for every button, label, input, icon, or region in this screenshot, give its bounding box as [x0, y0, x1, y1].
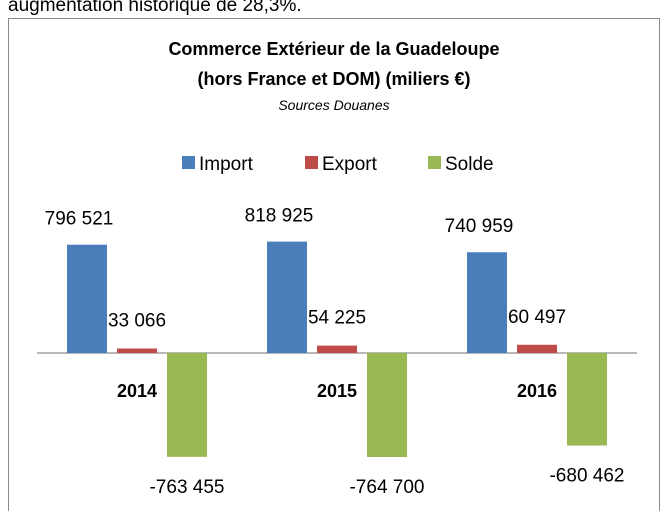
bar: [317, 345, 357, 353]
bar: [167, 353, 207, 457]
legend-label: Solde: [445, 154, 494, 175]
chart-title: (hors France et DOM) (miliers €): [197, 69, 470, 89]
data-label: 740 959: [445, 216, 514, 237]
data-label: 54 225: [308, 308, 366, 329]
bar: [117, 348, 157, 353]
page-text: augmentation historique de 28,3%.: [8, 0, 302, 16]
x-tick-label: 2016: [517, 381, 557, 401]
bar: [517, 344, 557, 353]
legend-label: Import: [199, 154, 254, 175]
bar: [67, 244, 107, 353]
bar: [567, 353, 607, 446]
data-label: 33 066: [108, 311, 166, 332]
data-label: -763 455: [149, 477, 224, 498]
data-label: -764 700: [349, 477, 424, 498]
data-label: 818 925: [245, 206, 314, 227]
chart-subtitle: Sources Douanes: [278, 97, 389, 113]
legend-swatch: [428, 156, 441, 169]
legend-swatch: [305, 156, 318, 169]
chart-title: Commerce Extérieur de la Guadeloupe: [168, 39, 499, 59]
x-tick-label: 2014: [117, 381, 157, 401]
bar: [367, 353, 407, 457]
data-label: -680 462: [549, 466, 624, 487]
data-label: 60 497: [508, 307, 566, 328]
bar: [467, 252, 507, 353]
chart-frame: [8, 18, 660, 511]
legend-swatch: [182, 156, 195, 169]
x-tick-label: 2015: [317, 381, 357, 401]
legend-label: Export: [322, 154, 378, 175]
bar: [267, 241, 307, 353]
data-label: 796 521: [45, 209, 114, 230]
